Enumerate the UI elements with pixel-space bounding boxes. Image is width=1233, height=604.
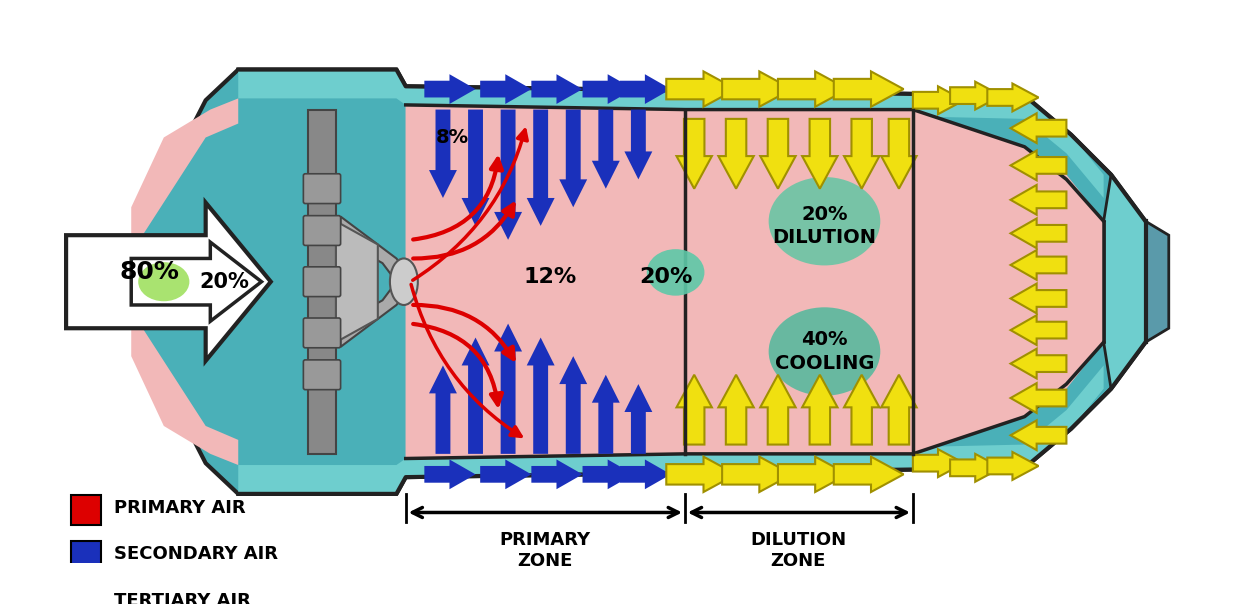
Polygon shape — [406, 105, 1104, 458]
Polygon shape — [531, 460, 582, 489]
Polygon shape — [778, 71, 848, 107]
Polygon shape — [308, 109, 335, 454]
Polygon shape — [526, 338, 555, 454]
Polygon shape — [803, 374, 837, 445]
Ellipse shape — [768, 177, 880, 265]
FancyBboxPatch shape — [303, 267, 340, 297]
Text: 40%
COOLING: 40% COOLING — [774, 330, 874, 373]
Polygon shape — [912, 449, 964, 477]
Polygon shape — [526, 109, 555, 226]
FancyBboxPatch shape — [70, 588, 101, 604]
Polygon shape — [677, 374, 711, 445]
Polygon shape — [1011, 114, 1067, 143]
Polygon shape — [666, 457, 736, 492]
Polygon shape — [620, 460, 671, 489]
Polygon shape — [666, 71, 736, 107]
Polygon shape — [494, 324, 522, 454]
Polygon shape — [951, 82, 1001, 109]
Polygon shape — [1011, 185, 1067, 214]
Polygon shape — [112, 69, 1145, 494]
Polygon shape — [238, 69, 1104, 198]
Polygon shape — [480, 460, 531, 489]
Polygon shape — [1011, 250, 1067, 280]
Ellipse shape — [138, 262, 190, 301]
Polygon shape — [624, 384, 652, 454]
Polygon shape — [1104, 175, 1145, 389]
Polygon shape — [531, 74, 582, 104]
Text: SECONDARY AIR: SECONDARY AIR — [113, 545, 277, 564]
Polygon shape — [560, 356, 587, 454]
Polygon shape — [238, 365, 1104, 494]
Text: PRIMARY AIR: PRIMARY AIR — [113, 499, 245, 517]
FancyBboxPatch shape — [303, 360, 340, 390]
Polygon shape — [723, 71, 792, 107]
Text: TERTIARY AIR: TERTIARY AIR — [113, 592, 250, 604]
Polygon shape — [429, 109, 457, 198]
Polygon shape — [677, 119, 711, 188]
Polygon shape — [761, 374, 795, 445]
Polygon shape — [882, 374, 916, 445]
Polygon shape — [480, 74, 531, 104]
Polygon shape — [1145, 221, 1169, 342]
Polygon shape — [424, 74, 476, 104]
Polygon shape — [988, 452, 1038, 480]
Polygon shape — [340, 217, 416, 347]
Polygon shape — [719, 119, 753, 188]
Ellipse shape — [768, 307, 880, 396]
Polygon shape — [1011, 219, 1067, 248]
Text: DILUTION
ZONE: DILUTION ZONE — [751, 531, 847, 570]
Polygon shape — [761, 119, 795, 188]
Polygon shape — [778, 457, 848, 492]
Polygon shape — [424, 460, 476, 489]
Ellipse shape — [647, 249, 704, 296]
Polygon shape — [1011, 349, 1067, 379]
Polygon shape — [406, 105, 1104, 458]
Polygon shape — [112, 98, 238, 465]
Polygon shape — [494, 109, 522, 240]
Text: 20%
DILUTION: 20% DILUTION — [772, 205, 877, 247]
Text: 8%: 8% — [435, 128, 469, 147]
Text: 20%: 20% — [640, 267, 693, 287]
Polygon shape — [912, 86, 964, 114]
Polygon shape — [461, 338, 490, 454]
Polygon shape — [429, 365, 457, 454]
Text: 12%: 12% — [523, 267, 577, 287]
Polygon shape — [845, 374, 879, 445]
FancyBboxPatch shape — [70, 495, 101, 525]
Polygon shape — [719, 374, 753, 445]
Polygon shape — [131, 242, 261, 321]
Polygon shape — [620, 74, 671, 104]
Polygon shape — [582, 460, 634, 489]
Polygon shape — [723, 457, 792, 492]
FancyBboxPatch shape — [303, 174, 340, 204]
Polygon shape — [624, 109, 652, 179]
Polygon shape — [834, 457, 904, 492]
Polygon shape — [560, 109, 587, 207]
FancyBboxPatch shape — [303, 216, 340, 245]
Polygon shape — [1011, 420, 1067, 450]
Text: 20%: 20% — [200, 272, 249, 292]
Ellipse shape — [390, 259, 418, 305]
Polygon shape — [461, 109, 490, 226]
Polygon shape — [988, 83, 1038, 111]
Polygon shape — [803, 119, 837, 188]
Text: PRIMARY
ZONE: PRIMARY ZONE — [499, 531, 591, 570]
Polygon shape — [592, 109, 620, 188]
Polygon shape — [834, 71, 904, 107]
FancyBboxPatch shape — [70, 541, 101, 571]
Polygon shape — [951, 454, 1001, 482]
FancyBboxPatch shape — [303, 318, 340, 348]
Polygon shape — [1011, 283, 1067, 313]
Polygon shape — [335, 221, 377, 342]
Polygon shape — [592, 374, 620, 454]
Polygon shape — [582, 74, 634, 104]
Polygon shape — [882, 119, 916, 188]
Polygon shape — [1011, 383, 1067, 413]
Polygon shape — [1011, 315, 1067, 345]
Polygon shape — [845, 119, 879, 188]
Polygon shape — [1011, 150, 1067, 180]
Text: 80%: 80% — [120, 260, 180, 284]
Polygon shape — [67, 202, 271, 361]
